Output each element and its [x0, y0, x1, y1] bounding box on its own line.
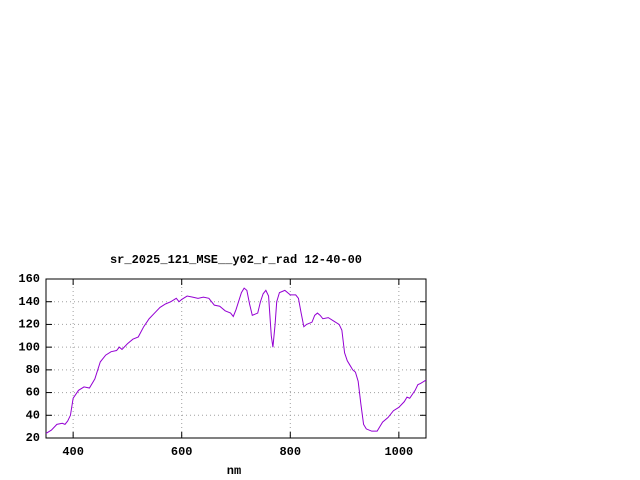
y-tick-label: 40 — [26, 408, 40, 422]
y-tick-label: 120 — [18, 318, 40, 332]
plot-frame — [45, 278, 427, 439]
y-tick-label: 60 — [26, 386, 40, 400]
chart-title: sr_2025_121_MSE__y02_r_rad 12-40-00 — [110, 253, 362, 267]
y-tick-label: 100 — [18, 340, 40, 354]
y-tick-label: 20 — [26, 431, 40, 445]
x-tick-label: 600 — [171, 445, 193, 459]
x-tick-label: 400 — [62, 445, 84, 459]
y-tick-label: 140 — [18, 295, 40, 309]
x-axis-label: nm — [227, 464, 241, 478]
data-line — [45, 287, 427, 434]
y-tick-label: 80 — [26, 363, 40, 377]
x-tick-label: 1000 — [384, 445, 413, 459]
x-tick-label: 800 — [279, 445, 301, 459]
y-tick-label: 160 — [18, 272, 40, 286]
